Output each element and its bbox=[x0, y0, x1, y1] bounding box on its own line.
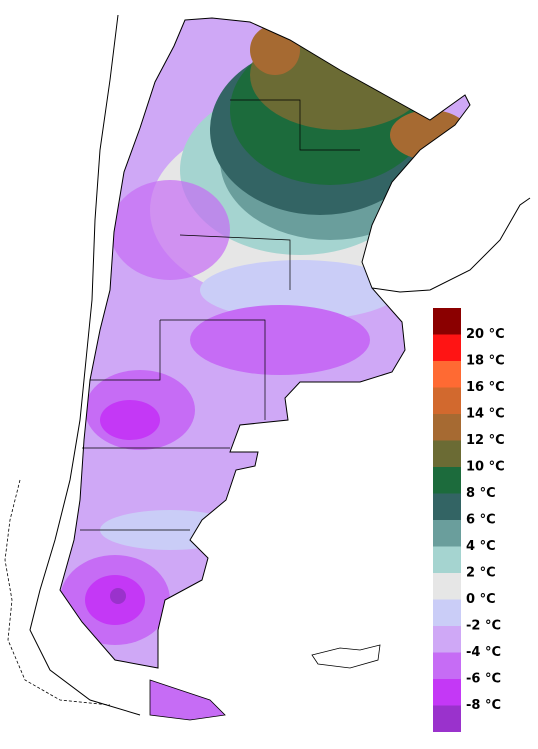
legend-swatch bbox=[433, 520, 461, 547]
zone bbox=[100, 400, 160, 440]
legend-label: 4 °C bbox=[466, 539, 496, 554]
legend-swatch bbox=[433, 467, 461, 494]
chile-coast bbox=[4, 479, 111, 706]
legend-label: -2 °C bbox=[466, 619, 501, 634]
legend-label: -6 °C bbox=[466, 672, 501, 687]
legend-label: 8 °C bbox=[466, 486, 496, 501]
legend-swatch bbox=[433, 440, 461, 467]
legend-label: 6 °C bbox=[466, 513, 496, 528]
zone bbox=[110, 180, 230, 280]
legend-label: 10 °C bbox=[466, 460, 505, 475]
legend: 20 °C 18 °C 16 °C 14 °C 12 °C 10 °C 8 °C 6 °C 4 … bbox=[433, 308, 505, 732]
legend-swatch bbox=[433, 493, 461, 520]
chile-border bbox=[29, 14, 141, 716]
legend-swatch bbox=[433, 546, 461, 573]
zone bbox=[190, 305, 370, 375]
legend-label: 0 °C bbox=[466, 592, 496, 607]
legend-swatch bbox=[433, 334, 461, 361]
zone bbox=[250, 25, 300, 75]
zone bbox=[200, 260, 400, 320]
coast bbox=[371, 197, 531, 293]
argentina-outline bbox=[59, 17, 471, 669]
islands bbox=[311, 644, 381, 669]
zone bbox=[390, 110, 470, 160]
legend-swatch bbox=[433, 652, 461, 679]
tierra-del-fuego bbox=[149, 679, 226, 721]
legend-swatch bbox=[433, 308, 461, 335]
zone bbox=[110, 588, 126, 604]
legend-label: 18 °C bbox=[466, 354, 505, 369]
legend-label: -8 °C bbox=[466, 698, 501, 713]
legend-label: -4 °C bbox=[466, 645, 501, 660]
legend-swatch bbox=[433, 361, 461, 388]
legend-label: 12 °C bbox=[466, 433, 505, 448]
province-borders bbox=[80, 99, 360, 531]
legend-swatch bbox=[433, 705, 461, 732]
legend-swatch bbox=[433, 414, 461, 441]
legend-swatch bbox=[433, 573, 461, 600]
legend-label: 2 °C bbox=[466, 566, 496, 581]
legend-label: 16 °C bbox=[466, 380, 505, 395]
legend-swatch bbox=[433, 626, 461, 653]
legend-label: 20 °C bbox=[466, 327, 505, 342]
legend-swatch bbox=[433, 599, 461, 626]
legend-swatch bbox=[433, 679, 461, 706]
legend-label: 14 °C bbox=[466, 407, 505, 422]
legend-swatch bbox=[433, 387, 461, 414]
